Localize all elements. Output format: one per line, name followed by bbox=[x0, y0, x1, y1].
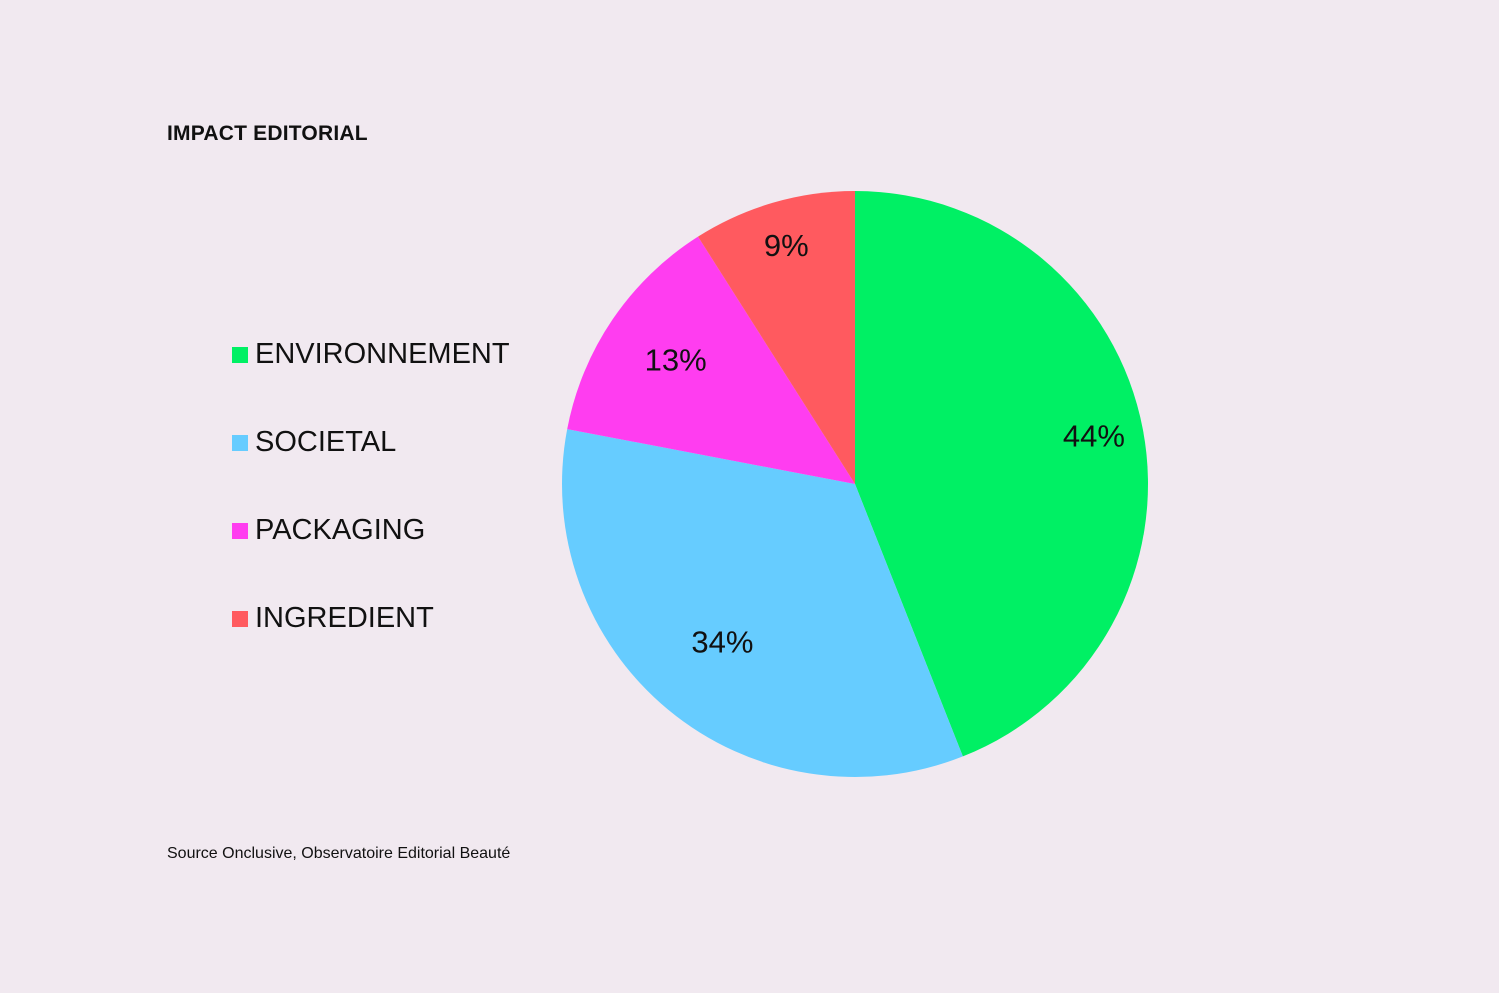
legend-swatch bbox=[232, 522, 248, 539]
pie-slice-packaging bbox=[567, 236, 855, 484]
legend-label: PACKAGING bbox=[255, 514, 426, 546]
legend-label: INGREDIENT bbox=[255, 602, 434, 634]
legend-label: ENVIRONNEMENT bbox=[255, 338, 510, 370]
slice-label-packaging: 13% bbox=[645, 342, 707, 377]
pie-slice-ingredient bbox=[698, 191, 855, 484]
pie-labels: 44% 34% 13% 9% bbox=[645, 228, 1125, 660]
legend-item-societal: SOCIETAL bbox=[232, 426, 396, 459]
legend-item-ingredient: INGREDIENT bbox=[232, 602, 434, 635]
pie-slices bbox=[562, 191, 1148, 777]
pie-slice-societal bbox=[562, 429, 963, 777]
source-note: Source Onclusive, Observatoire Editorial… bbox=[167, 845, 511, 862]
slice-label-ingredient: 9% bbox=[764, 228, 809, 263]
pie-slice-environnement bbox=[855, 191, 1148, 757]
legend-item-environnement: ENVIRONNEMENT bbox=[232, 338, 510, 371]
slice-label-societal: 34% bbox=[691, 624, 753, 659]
legend-label: SOCIETAL bbox=[255, 426, 397, 458]
legend-swatch bbox=[232, 434, 248, 451]
legend-swatch bbox=[232, 346, 248, 363]
legend-item-packaging: PACKAGING bbox=[232, 514, 425, 547]
chart-title: IMPACT EDITORIAL bbox=[167, 122, 368, 145]
slice-label-environnement: 44% bbox=[1063, 419, 1125, 454]
legend-swatch bbox=[232, 610, 248, 627]
